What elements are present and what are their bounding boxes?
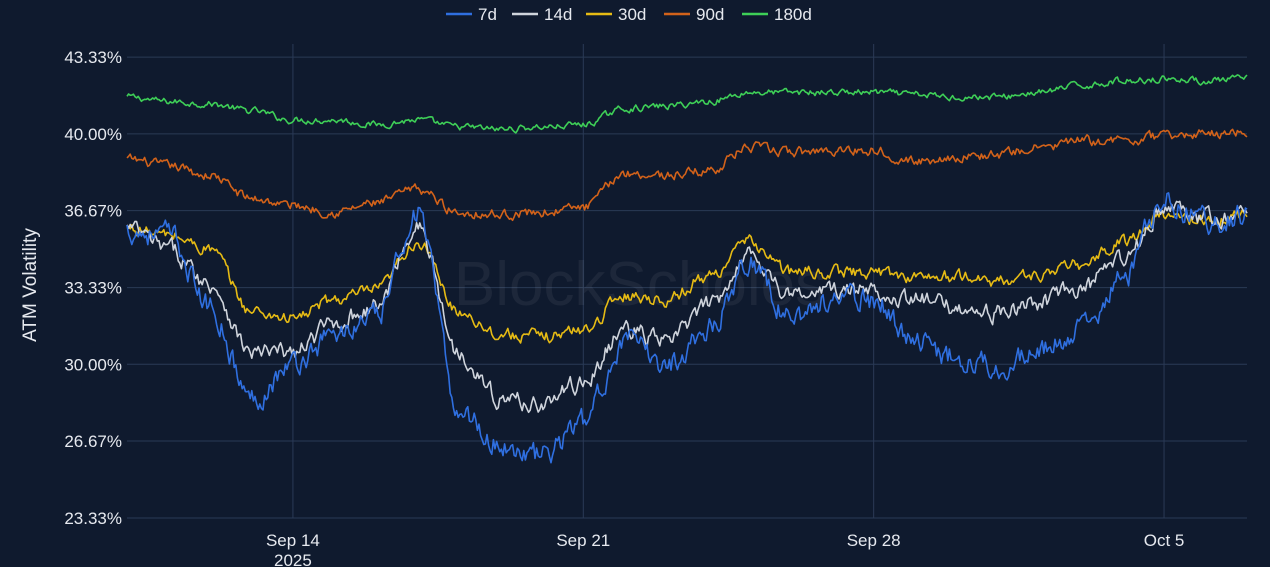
series-line-7d: [126, 192, 1248, 464]
legend-label: 180d: [774, 5, 812, 24]
x-axis-ticks: Sep 14 Sep 21 Sep 28 Oct 5 2025: [266, 531, 1184, 567]
y-axis-title: ATM Volatility: [20, 228, 41, 342]
legend-item-14d[interactable]: 14d: [512, 5, 572, 24]
watermark: BlockScholes: [454, 250, 826, 319]
legend-item-90d[interactable]: 90d: [664, 5, 724, 24]
series-lines: [126, 74, 1248, 464]
x-tick-sublabel: 2025: [274, 551, 312, 567]
y-tick-label: 26.67%: [64, 432, 122, 451]
legend-label: 90d: [696, 5, 724, 24]
x-tick-label: Sep 21: [556, 531, 610, 550]
y-axis-ticks: 23.33% 26.67% 30.00% 33.33% 36.67% 40.00% 43.3…: [64, 48, 122, 528]
x-tick-label: Oct 5: [1144, 531, 1185, 550]
series-line-14d: [126, 200, 1248, 414]
legend-label: 14d: [544, 5, 572, 24]
y-tick-label: 30.00%: [64, 355, 122, 374]
series-line-30d: [126, 209, 1248, 344]
series-line-90d: [126, 128, 1248, 222]
legend-label: 7d: [478, 5, 497, 24]
y-tick-label: 23.33%: [64, 509, 122, 528]
legend-item-180d[interactable]: 180d: [742, 5, 812, 24]
legend[interactable]: 7d 14d 30d 90d 180d: [446, 5, 812, 24]
y-tick-label: 33.33%: [64, 279, 122, 298]
series-line-180d: [126, 74, 1248, 134]
y-tick-label: 43.33%: [64, 48, 122, 67]
x-tick-label: Sep 14: [266, 531, 320, 550]
y-tick-label: 40.00%: [64, 125, 122, 144]
legend-item-7d[interactable]: 7d: [446, 5, 497, 24]
x-tick-label: Sep 28: [847, 531, 901, 550]
y-tick-label: 36.67%: [64, 202, 122, 221]
legend-label: 30d: [618, 5, 646, 24]
legend-item-30d[interactable]: 30d: [586, 5, 646, 24]
